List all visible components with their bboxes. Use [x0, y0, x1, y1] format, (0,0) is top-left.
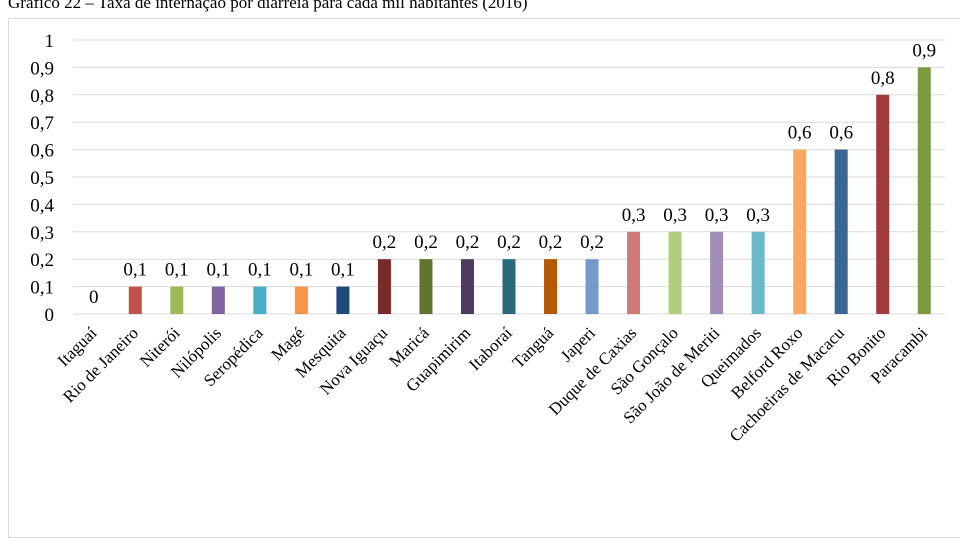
bar-guapimirim	[460, 259, 474, 314]
y-axis-tick-labels: 0 0,1 0,2 0,3 0,4 0,5 0,6 0,7 0,8 0,9 1	[30, 31, 54, 326]
data-label: 0,3	[663, 205, 687, 226]
x-tick-label: Itaboraí	[465, 323, 516, 374]
y-tick-label: 0,7	[30, 113, 54, 134]
bar-nova-igua-u	[377, 259, 391, 314]
bar-tangu-	[544, 259, 558, 314]
bar-maric-	[419, 259, 433, 314]
data-label: 0,3	[705, 205, 729, 226]
data-label: 0,1	[123, 260, 147, 281]
y-tick-label: 0,3	[30, 223, 54, 244]
bars	[128, 67, 931, 315]
data-label: 0,6	[788, 123, 812, 144]
y-tick-label: 0,2	[30, 250, 54, 271]
y-tick-label: 0,4	[30, 195, 54, 216]
data-label: 0,9	[912, 40, 936, 61]
data-label: 0,1	[290, 260, 314, 281]
data-labels: 0 0,1 0,1 0,1 0,1 0,1 0,1 0,2 0,2 0,2 0,2 0,2 0,2 0,3…	[89, 40, 936, 308]
bar-s-o-gon-alo	[668, 231, 682, 314]
y-tick-label: 0,9	[30, 58, 54, 79]
data-label: 0	[89, 287, 99, 308]
bar-cachoeiras-de-macacu	[834, 149, 848, 314]
bar-mag-	[294, 286, 308, 314]
data-label: 0,1	[331, 260, 355, 281]
bar-s-o-jo-o-de-meriti	[710, 231, 724, 314]
bar-chart: 0 0,1 0,2 0,3 0,4 0,5 0,6 0,7 0,8 0,9 1 0 0,1 0,1 0,1…	[30, 31, 945, 446]
data-label: 0,2	[373, 232, 397, 253]
x-tick-label: Tanguá	[509, 323, 558, 372]
y-tick-label: 0,5	[30, 168, 54, 189]
data-label: 0,8	[871, 68, 895, 89]
bar-duque-de-caxias	[627, 231, 641, 314]
data-label: 0,1	[248, 260, 272, 281]
y-tick-label: 0,8	[30, 86, 54, 107]
y-tick-label: 0,1	[30, 278, 54, 299]
bar-nil-polis	[211, 286, 225, 314]
data-label: 0,2	[497, 232, 521, 253]
bar-serop-dica	[253, 286, 267, 314]
data-label: 0,3	[622, 205, 646, 226]
y-tick-label: 0,6	[30, 141, 54, 162]
bar-mesquita	[336, 286, 350, 314]
y-tick-label: 1	[45, 31, 55, 52]
bar-rio-de-janeiro	[128, 286, 142, 314]
data-label: 0,1	[165, 260, 189, 281]
bar-japeri	[585, 259, 599, 314]
y-tick-label: 0	[45, 305, 55, 326]
data-label: 0,2	[456, 232, 480, 253]
data-label: 0,2	[580, 232, 604, 253]
bar-belford-roxo	[793, 149, 807, 314]
data-label: 0,1	[206, 260, 230, 281]
bar-itabora-	[502, 259, 516, 314]
bar-niter-i	[170, 286, 184, 314]
data-label: 0,6	[829, 123, 853, 144]
chart-title: Gráfico 22 – Taxa de internação por diar…	[8, 0, 528, 12]
data-label: 0,3	[746, 205, 770, 226]
bar-rio-bonito	[876, 94, 890, 314]
data-label: 0,2	[414, 232, 438, 253]
data-label: 0,2	[539, 232, 563, 253]
bar-paracambi	[917, 67, 931, 315]
bar-queimados	[751, 231, 765, 314]
